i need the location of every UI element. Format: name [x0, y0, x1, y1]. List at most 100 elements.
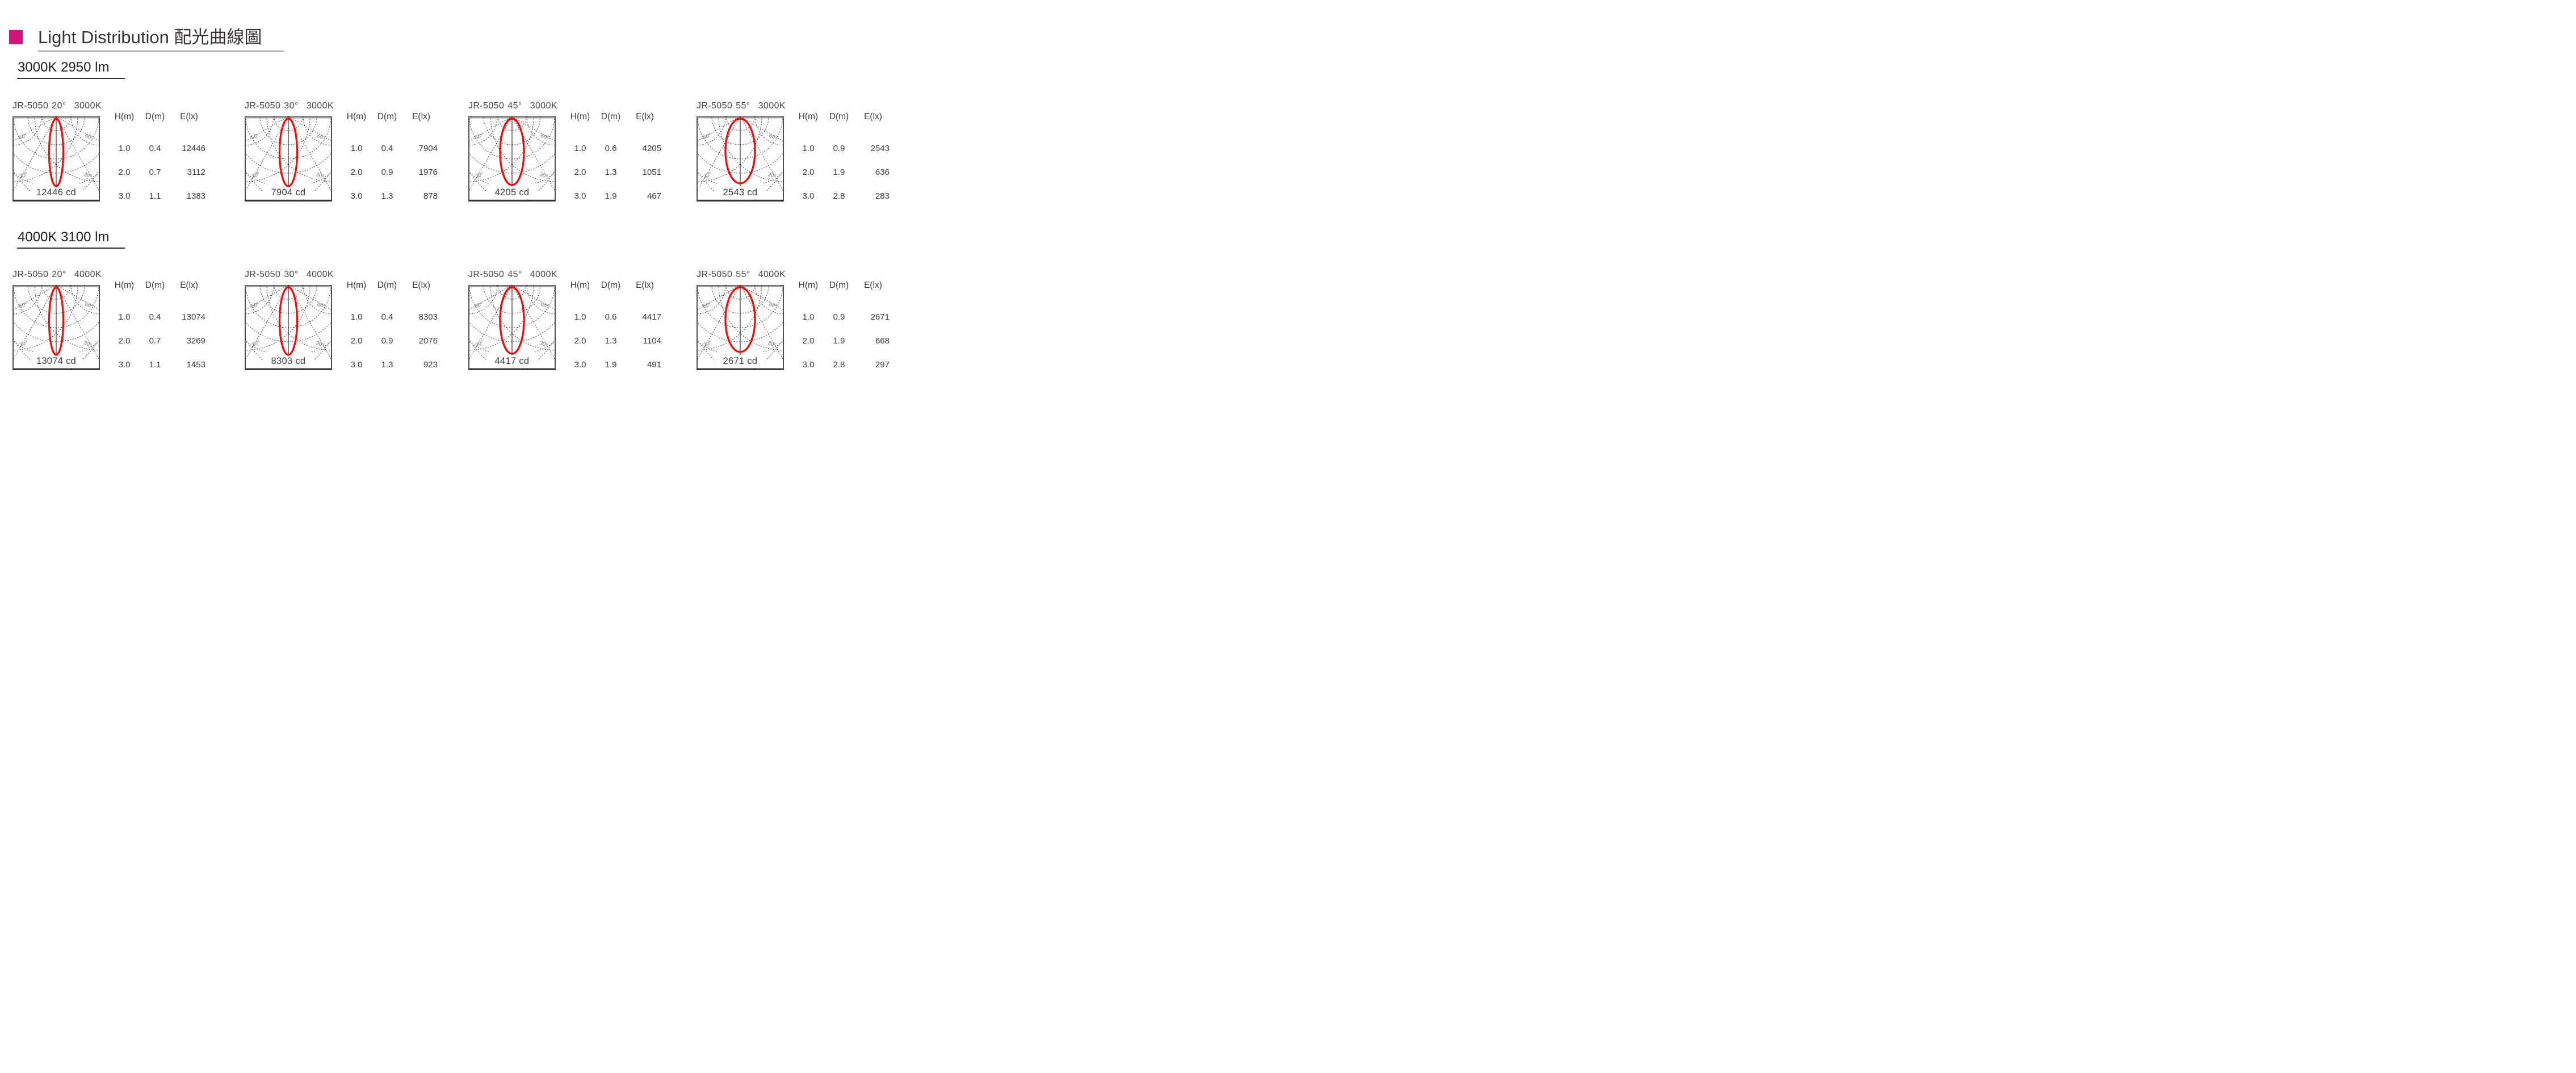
table-cell: 7904 [418, 144, 438, 153]
table-cell: 12446 [182, 144, 205, 153]
beam-curve [724, 286, 756, 353]
table-header-row: H(m) D(m) E(lx) [109, 280, 209, 291]
table-row: 2.0 1.3 1051 [565, 166, 665, 179]
photometric-table: H(m) D(m) E(lx) 1.0 0.9 2671 2.0 1.9 668… [793, 280, 891, 371]
table-cell: 1.3 [605, 336, 617, 346]
photometric-table: H(m) D(m) E(lx) 1.0 0.6 4417 2.0 1.3 110… [565, 280, 665, 371]
col-header-h: H(m) [798, 112, 819, 121]
section-heading-4000k: 4000K 3100 lm [17, 230, 125, 249]
table-cell: 0.4 [381, 312, 393, 322]
col-header-e: E(lx) [864, 280, 882, 290]
beam-curve [48, 286, 65, 356]
table-row: 3.0 1.1 1383 [109, 190, 209, 203]
chart-cct: 4000K [530, 270, 557, 279]
col-header-d: D(m) [829, 280, 849, 290]
table-cell: 3.0 [350, 191, 363, 201]
table-header-row: H(m) D(m) E(lx) [793, 111, 891, 123]
table-row: 3.0 1.3 878 [341, 190, 441, 203]
col-header-e: E(lx) [864, 112, 882, 121]
table-row: 2.0 0.7 3112 [109, 166, 209, 179]
angle-label-60-right: 60° [316, 133, 326, 141]
chart-model: JR-5050 [12, 270, 49, 279]
col-header-d: D(m) [377, 280, 397, 290]
col-header-h: H(m) [114, 112, 135, 121]
table-cell: 0.9 [833, 144, 845, 153]
table-row: 2.0 0.7 3269 [109, 334, 209, 348]
table-cell: 2.8 [833, 360, 845, 370]
chart-model: JR-5050 [697, 101, 733, 111]
photometric-table: H(m) D(m) E(lx) 1.0 0.6 4205 2.0 1.3 105… [565, 111, 665, 203]
angle-label-30-left: 30° [19, 339, 28, 348]
peak-candela-label: 12446 cd [36, 187, 76, 198]
table-row: 1.0 0.9 2671 [793, 311, 891, 324]
table-cell: 1383 [186, 191, 205, 201]
table-cell: 1.0 [802, 144, 815, 153]
chart-cct: 3000K [758, 101, 786, 111]
angle-label-60-right: 60° [316, 301, 326, 310]
table-cell: 2076 [418, 336, 438, 346]
table-header-row: H(m) D(m) E(lx) [341, 280, 441, 291]
table-row: 2.0 1.9 668 [793, 334, 891, 348]
col-header-e: E(lx) [412, 280, 430, 290]
angle-label-30-right: 30° [315, 171, 325, 180]
table-cell: 3.0 [350, 360, 363, 370]
table-cell: 923 [423, 360, 438, 370]
table-cell: 1.3 [381, 191, 393, 201]
table-cell: 0.4 [149, 312, 161, 322]
table-cell: 1453 [186, 360, 205, 370]
peak-candela-label: 8303 cd [271, 356, 306, 366]
table-cell: 467 [647, 191, 661, 201]
angle-label-30-left: 30° [703, 171, 712, 179]
table-cell: 0.9 [833, 312, 845, 322]
table-cell: 3.0 [802, 191, 815, 201]
peak-candela-label: 4205 cd [495, 187, 530, 198]
polar-diagram: 60° 60° 30° 30° 4417 cd [468, 285, 556, 370]
table-cell: 2.0 [802, 167, 815, 177]
angle-label-60-right: 60° [540, 133, 549, 141]
chart-cct: 3000K [530, 101, 557, 111]
chart-title: JR-5050 30° 3000K [245, 101, 441, 111]
table-cell: 3269 [186, 336, 205, 346]
table-cell: 1051 [642, 167, 661, 177]
table-cell: 1104 [643, 336, 661, 346]
col-header-h: H(m) [346, 112, 367, 121]
table-row: 1.0 0.4 12446 [109, 142, 209, 156]
chart-card-3000k-55deg: JR-5050 55° 3000K 60° 60° 30° 30° 2543 c… [697, 101, 891, 202]
angle-label-60-left: 60° [474, 133, 484, 141]
angle-label-60-left: 60° [702, 301, 712, 310]
table-cell: 2543 [870, 144, 890, 153]
table-row: 3.0 2.8 297 [793, 358, 891, 371]
chart-title: JR-5050 45° 4000K [468, 270, 665, 280]
table-cell: 8303 [418, 312, 438, 322]
angle-label-60-right: 60° [84, 133, 94, 141]
angle-label-60-left: 60° [474, 301, 484, 310]
table-row: 2.0 1.9 636 [793, 166, 891, 179]
polar-diagram: 60° 60° 30° 30° 2543 cd [697, 116, 784, 202]
table-cell: 3112 [187, 167, 205, 177]
table-row: 3.0 1.9 467 [565, 190, 665, 203]
table-cell: 668 [875, 336, 890, 346]
table-cell: 13074 [182, 312, 205, 322]
col-header-e: E(lx) [180, 112, 198, 121]
photometric-table: H(m) D(m) E(lx) 1.0 0.9 2543 2.0 1.9 636… [793, 111, 891, 203]
table-row: 1.0 0.4 8303 [341, 311, 441, 324]
angle-label-60-right: 60° [768, 133, 778, 141]
section-heading-3000k: 3000K 2950 lm [17, 60, 125, 79]
chart-model: JR-5050 [468, 101, 505, 111]
table-cell: 0.9 [381, 167, 393, 177]
table-cell: 878 [423, 191, 438, 201]
angle-label-30-left: 30° [251, 339, 261, 348]
table-row: 2.0 0.9 1976 [341, 166, 441, 179]
page-header: Light Distribution 配光曲線圖 [9, 28, 284, 52]
table-cell: 2.0 [118, 336, 131, 346]
table-cell: 1.1 [149, 360, 161, 370]
table-cell: 2.0 [350, 336, 363, 346]
angle-label-60-left: 60° [250, 301, 260, 310]
chart-title: JR-5050 45° 3000K [468, 101, 665, 111]
angle-label-30-right: 30° [315, 340, 325, 349]
table-cell: 636 [875, 167, 890, 177]
table-cell: 3.0 [574, 360, 586, 370]
chart-beam-angle: 45° [507, 270, 522, 279]
table-cell: 3.0 [574, 191, 586, 201]
angle-label-60-right: 60° [84, 301, 94, 310]
